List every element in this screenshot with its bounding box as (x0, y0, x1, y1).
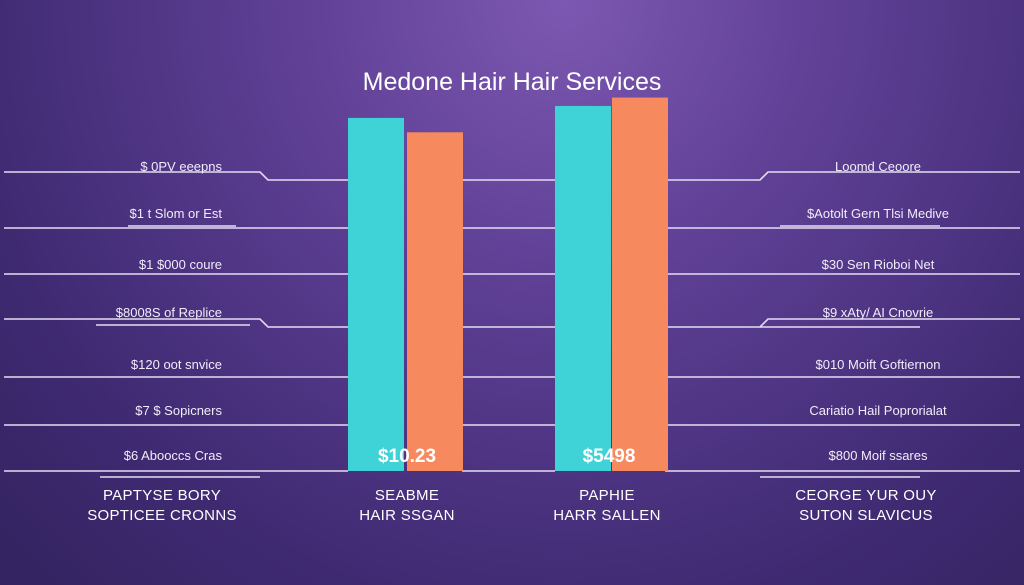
bar-series1-cat2 (555, 105, 611, 471)
data-labels: $10.23 $5498 (378, 446, 635, 467)
right-label: $30 Sen Rioboi Net (822, 257, 935, 272)
left-label: $ 0PV eeepns (140, 159, 222, 174)
category-label: PAPHIE (579, 487, 635, 504)
left-label: $7 $ Sopicners (135, 403, 222, 418)
data-label: $5498 (583, 446, 636, 467)
bar-series2-cat1 (407, 132, 463, 472)
category-label: HARR SALLEN (553, 507, 661, 524)
leader-lines (4, 171, 1020, 478)
left-group-label: PAPTYSE BORY (103, 487, 221, 504)
left-group-label: SOPTICEE CRONNS (87, 507, 237, 524)
right-group-label: SUTON SLAVICUS (799, 507, 933, 524)
right-label: Cariatio Hail Poprorialat (809, 403, 947, 418)
left-label: $1 t Slom or Est (130, 206, 223, 221)
right-leader-line (665, 171, 1020, 181)
chart-title: Medone Hair Hair Services (363, 68, 662, 96)
right-labels: Loomd Ceoore $Aotolt Gern Tlsi Medive $30 … (807, 159, 949, 463)
category-labels: SEABME HAIR SSGAN PAPHIE HARR SALLEN PAPTYSE… (87, 487, 936, 524)
data-label: $10.23 (378, 446, 436, 467)
left-leader-line (4, 171, 348, 181)
left-label: $8008S of Replice (116, 305, 222, 320)
bar-series2-cat2 (612, 97, 668, 471)
left-label: $6 Abooccs Cras (124, 448, 223, 463)
bar-series1-cat1 (348, 117, 404, 471)
bars (348, 97, 668, 472)
right-label: $Aotolt Gern Tlsi Medive (807, 206, 949, 221)
left-label: $1 $000 coure (139, 257, 222, 272)
right-label: $800 Moif ssares (829, 448, 928, 463)
left-leader-line (4, 318, 348, 328)
left-label: $120 oot snvice (131, 357, 222, 372)
right-group-label: CEORGE YUR OUY (795, 487, 936, 504)
left-labels: $ 0PV eeepns $1 t Slom or Est $1 $000 cour… (116, 159, 223, 463)
category-label: SEABME (375, 487, 439, 504)
category-label: HAIR SSGAN (359, 507, 455, 524)
right-label: $9 xAty/ AI Cnovrie (823, 305, 934, 320)
right-label: Loomd Ceoore (835, 159, 921, 174)
right-label: $010 Moift Goftiernon (815, 357, 940, 372)
right-leader-line (665, 318, 1020, 328)
